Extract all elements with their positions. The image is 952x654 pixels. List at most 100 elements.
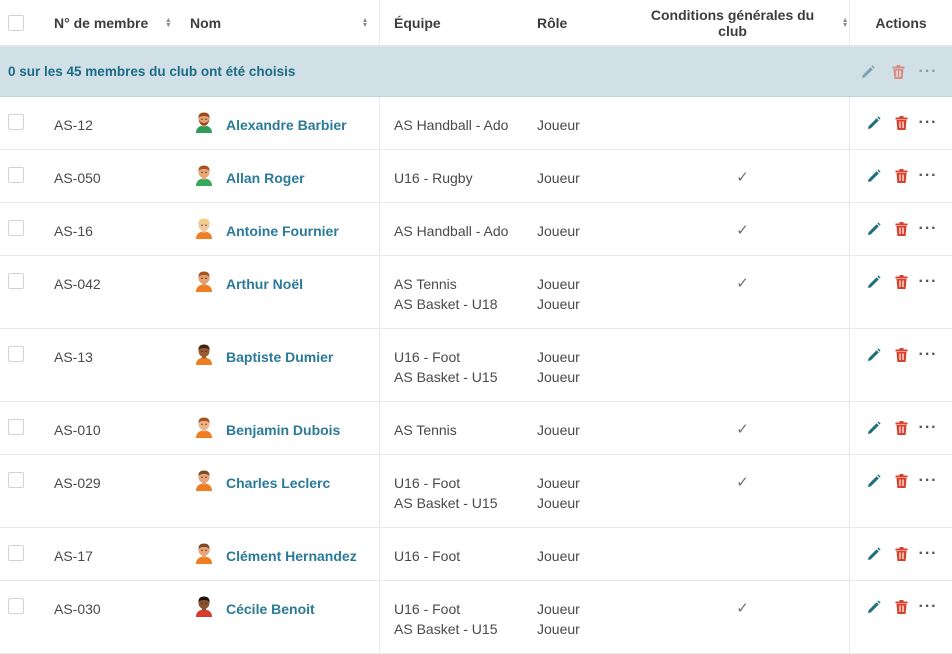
trash-icon[interactable] xyxy=(893,115,909,131)
more-options-icon[interactable]: ··· xyxy=(918,167,938,184)
pencil-icon[interactable] xyxy=(866,274,882,290)
trash-icon[interactable] xyxy=(893,473,909,489)
checkmark-icon: ✓ xyxy=(736,600,749,617)
row-checkbox[interactable] xyxy=(8,346,24,362)
header-conditions-label: Conditions générales du club xyxy=(650,6,815,39)
trash-icon[interactable] xyxy=(893,221,909,237)
header-conditions[interactable]: Conditions générales du club ▲ ▼ xyxy=(636,0,850,46)
trash-icon[interactable] xyxy=(893,347,909,363)
member-number: AS-030 xyxy=(54,601,101,617)
select-all-checkbox[interactable] xyxy=(8,14,24,31)
row-checkbox[interactable] xyxy=(8,472,24,488)
header-team: Équipe xyxy=(380,0,537,46)
role-name: Joueur xyxy=(537,117,580,133)
team-cell: U16 - Rugby xyxy=(380,150,537,202)
more-options-icon[interactable]: ··· xyxy=(918,545,938,562)
more-options-icon[interactable]: ··· xyxy=(918,114,938,131)
header-team-label: Équipe xyxy=(394,14,441,31)
conditions-cell: ✓ xyxy=(636,150,850,202)
bulk-actions: ··· xyxy=(860,62,952,80)
table-row[interactable]: AS-050 Allan Roger U16 - Rugby Joueur ✓ … xyxy=(0,150,952,203)
table-row[interactable]: AS-12 Alexandre Barbier AS Handball - Ad… xyxy=(0,97,952,150)
selection-bar: 0 sur les 45 membres du club ont été cho… xyxy=(0,47,952,97)
more-options-icon[interactable]: ··· xyxy=(918,220,938,237)
member-name-link[interactable]: Charles Leclerc xyxy=(226,475,331,491)
member-name-cell: Baptiste Dumier xyxy=(176,329,380,401)
pencil-icon[interactable] xyxy=(866,546,882,562)
sort-icon[interactable]: ▲ ▼ xyxy=(361,16,369,29)
pencil-icon[interactable] xyxy=(866,473,882,489)
member-name-link[interactable]: Baptiste Dumier xyxy=(226,349,334,365)
row-checkbox[interactable] xyxy=(8,273,24,289)
trash-icon[interactable] xyxy=(893,168,909,184)
role-name: Joueur xyxy=(537,475,580,491)
member-name-link[interactable]: Clément Hernandez xyxy=(226,548,357,564)
trash-icon[interactable] xyxy=(893,599,909,615)
pencil-icon[interactable] xyxy=(860,64,876,80)
pencil-icon[interactable] xyxy=(866,168,882,184)
table-row[interactable]: AS-029 Charles Leclerc U16 - Foot AS Bask… xyxy=(0,455,952,528)
more-options-icon[interactable]: ··· xyxy=(918,419,938,436)
team-name: AS Handball - Ado xyxy=(394,223,509,239)
row-checkbox[interactable] xyxy=(8,220,24,236)
more-options-icon[interactable]: ··· xyxy=(918,62,938,80)
team-name: AS Basket - U15 xyxy=(394,495,498,511)
member-number: AS-050 xyxy=(54,170,101,186)
more-options-icon[interactable]: ··· xyxy=(918,273,938,290)
member-number: AS-010 xyxy=(54,422,101,438)
conditions-cell: ✓ xyxy=(636,455,850,527)
member-name-link[interactable]: Antoine Fournier xyxy=(226,223,339,239)
member-name-link[interactable]: Benjamin Dubois xyxy=(226,422,341,438)
table-row[interactable]: AS-16 Antoine Fournier AS Handball - Ado… xyxy=(0,203,952,256)
row-select-cell xyxy=(0,203,40,255)
role-name: Joueur xyxy=(537,495,580,511)
actions-cell: ··· xyxy=(850,581,952,653)
pencil-icon[interactable] xyxy=(866,347,882,363)
row-select-cell xyxy=(0,329,40,401)
trash-icon[interactable] xyxy=(893,420,909,436)
table-row[interactable]: AS-030 Cécile Benoit U16 - Foot AS Basket… xyxy=(0,581,952,654)
table-row[interactable]: AS-13 Baptiste Dumier U16 - Foot AS Baske… xyxy=(0,329,952,402)
header-member-no[interactable]: N° de membre ▲ ▼ xyxy=(40,0,176,46)
more-options-icon[interactable]: ··· xyxy=(918,472,938,489)
more-options-icon[interactable]: ··· xyxy=(918,346,938,363)
role-cell: Joueur xyxy=(537,203,636,255)
row-checkbox[interactable] xyxy=(8,167,24,183)
member-name-cell: Charles Leclerc xyxy=(176,455,380,527)
table-row[interactable]: AS-17 Clément Hernandez U16 - Foot Joueu… xyxy=(0,528,952,581)
trash-icon[interactable] xyxy=(893,274,909,290)
row-checkbox[interactable] xyxy=(8,114,24,130)
row-checkbox[interactable] xyxy=(8,598,24,614)
team-name: U16 - Rugby xyxy=(394,170,473,186)
conditions-cell xyxy=(636,97,850,149)
pencil-icon[interactable] xyxy=(866,115,882,131)
sort-icon[interactable]: ▲ ▼ xyxy=(164,16,172,29)
avatar xyxy=(195,270,213,292)
pencil-icon[interactable] xyxy=(866,420,882,436)
member-number: AS-029 xyxy=(54,475,101,491)
actions-cell: ··· xyxy=(850,256,952,328)
member-number: AS-13 xyxy=(54,349,93,365)
member-name-link[interactable]: Alexandre Barbier xyxy=(226,117,347,133)
trash-icon[interactable] xyxy=(893,546,909,562)
role-cell: Joueur Joueur xyxy=(537,581,636,653)
checkmark-icon: ✓ xyxy=(736,275,749,292)
sort-icon[interactable]: ▲ ▼ xyxy=(841,16,849,29)
table-row[interactable]: AS-042 Arthur Noël AS Tennis AS Basket - … xyxy=(0,256,952,329)
header-name[interactable]: Nom ▲ ▼ xyxy=(176,0,380,46)
member-name-link[interactable]: Cécile Benoit xyxy=(226,601,315,617)
row-checkbox[interactable] xyxy=(8,545,24,561)
team-cell: U16 - Foot AS Basket - U15 xyxy=(380,329,537,401)
trash-icon[interactable] xyxy=(890,64,906,80)
table-row[interactable]: AS-010 Benjamin Dubois AS Tennis Joueur … xyxy=(0,402,952,455)
role-name: Joueur xyxy=(537,276,580,292)
member-name-link[interactable]: Arthur Noël xyxy=(226,276,303,292)
avatar xyxy=(195,469,213,491)
member-name-link[interactable]: Allan Roger xyxy=(226,170,305,186)
member-number: AS-16 xyxy=(54,223,93,239)
pencil-icon[interactable] xyxy=(866,599,882,615)
row-checkbox[interactable] xyxy=(8,419,24,435)
pencil-icon[interactable] xyxy=(866,221,882,237)
more-options-icon[interactable]: ··· xyxy=(918,598,938,615)
avatar xyxy=(195,217,213,239)
